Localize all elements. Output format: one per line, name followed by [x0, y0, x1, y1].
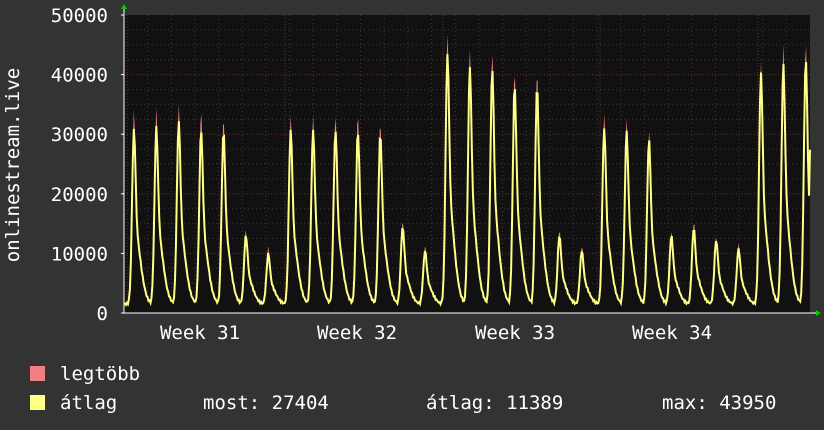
legend-label-max: legtöbb — [60, 363, 141, 385]
x-tick-label: Week 34 — [632, 322, 712, 344]
traffic-chart: 0 10000 20000 30000 40000 50000 Week 31 Week 32… — [2, 4, 821, 344]
y-axis-arrow-icon — [121, 4, 127, 9]
x-axis-arrow-icon — [816, 310, 821, 316]
y-tick-label: 20000 — [51, 184, 108, 206]
stat-current: most: 27404 — [203, 392, 329, 414]
series-line-avg — [123, 54, 811, 308]
x-tick-label: Week 33 — [475, 322, 555, 344]
y-tick-label: 40000 — [51, 65, 108, 87]
legend-label-avg: átlag — [60, 392, 118, 414]
stat-maximum: max: 43950 — [662, 392, 777, 414]
y-tick-label: 10000 — [51, 243, 108, 265]
x-tick-label: Week 31 — [160, 322, 240, 344]
legend-swatch-max — [30, 366, 45, 381]
legend-swatch-avg — [30, 395, 45, 410]
stat-average: átlag: 11389 — [426, 392, 564, 414]
axes: 0 10000 20000 30000 40000 50000 Week 31 Week 32… — [51, 4, 821, 344]
y-axis-label: onlinestream.live — [2, 68, 24, 262]
y-tick-label: 30000 — [51, 124, 108, 146]
series — [123, 34, 811, 313]
y-tick-label: 50000 — [51, 5, 108, 27]
x-tick-label: Week 32 — [317, 322, 397, 344]
y-tick-label: 0 — [97, 303, 108, 325]
